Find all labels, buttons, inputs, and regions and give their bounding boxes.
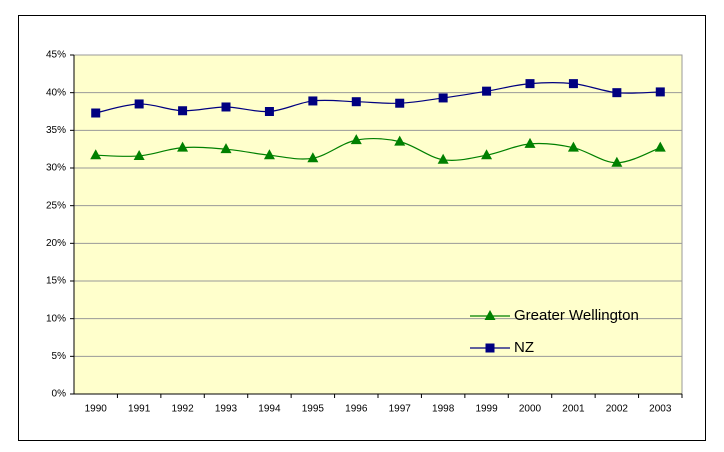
marker — [611, 156, 623, 167]
y-tick-label: 35% — [46, 125, 66, 136]
marker — [524, 137, 536, 148]
marker — [177, 141, 189, 152]
marker — [308, 96, 318, 106]
marker — [307, 152, 319, 163]
x-tick-label: 2003 — [649, 404, 672, 415]
x-tick-label: 1996 — [345, 404, 368, 415]
marker — [485, 343, 495, 353]
marker — [525, 79, 535, 89]
marker — [350, 134, 362, 145]
x-tick-label: 1997 — [389, 404, 412, 415]
marker — [90, 149, 102, 160]
x-tick-label: 1993 — [215, 404, 238, 415]
y-tick-label: 40% — [46, 87, 66, 98]
marker — [482, 86, 492, 96]
y-tick-label: 45% — [46, 50, 66, 61]
marker — [91, 108, 101, 118]
x-tick-label: 1991 — [128, 404, 151, 415]
x-tick-label: 1994 — [258, 404, 281, 415]
marker — [351, 97, 361, 107]
marker — [220, 143, 232, 154]
x-tick-label: 1990 — [85, 404, 108, 415]
marker — [481, 149, 493, 160]
x-tick-label: 1992 — [171, 404, 194, 415]
marker — [612, 88, 622, 98]
y-tick-label: 10% — [46, 313, 66, 324]
marker — [655, 87, 665, 97]
x-tick-label: 1995 — [302, 404, 325, 415]
marker — [134, 99, 144, 109]
legend-label: Greater Wellington — [514, 307, 639, 324]
y-tick-label: 20% — [46, 238, 66, 249]
marker — [438, 93, 448, 103]
marker — [654, 141, 666, 152]
x-tick-label: 1998 — [432, 404, 455, 415]
y-tick-label: 0% — [52, 389, 67, 400]
plot-area — [73, 54, 683, 395]
y-tick-label: 15% — [46, 276, 66, 287]
x-tick-label: 2000 — [519, 404, 542, 415]
marker — [133, 149, 145, 160]
y-tick-label: 30% — [46, 163, 66, 174]
marker — [264, 107, 274, 116]
marker — [263, 149, 275, 160]
marker — [221, 102, 231, 112]
marker — [484, 310, 496, 320]
marker — [568, 79, 578, 89]
y-tick-label: 25% — [46, 200, 66, 211]
marker — [567, 141, 579, 152]
x-tick-label: 1999 — [475, 404, 498, 415]
x-tick-label: 2002 — [606, 404, 629, 415]
marker — [437, 153, 449, 164]
y-tick-label: 5% — [52, 351, 67, 362]
marker — [394, 135, 406, 146]
series-line — [95, 137, 661, 164]
x-tick-label: 2001 — [562, 404, 585, 415]
legend-label: NZ — [514, 339, 534, 356]
marker — [178, 106, 188, 116]
marker — [395, 98, 405, 108]
